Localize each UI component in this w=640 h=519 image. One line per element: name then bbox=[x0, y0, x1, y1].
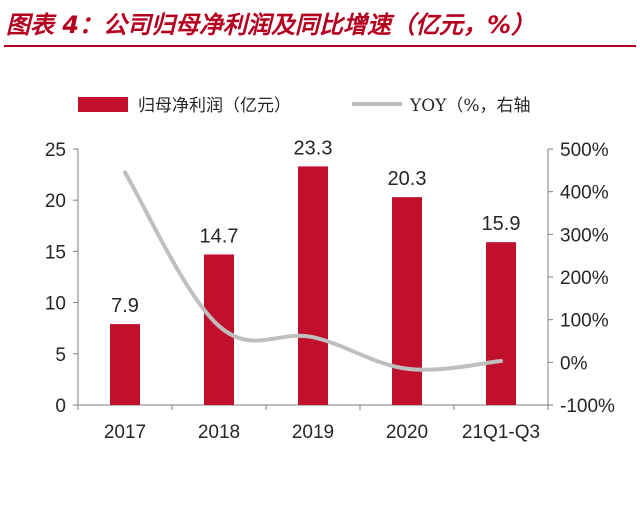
right-axis-tick-label: -100% bbox=[560, 396, 615, 417]
right-axis-tick-label: 300% bbox=[560, 225, 609, 246]
x-axis-tick-label: 2017 bbox=[104, 422, 146, 443]
right-axis-tick-label: 0% bbox=[560, 353, 588, 374]
left-axis-tick-label: 15 bbox=[45, 242, 66, 263]
bar-data-label: 23.3 bbox=[294, 137, 333, 159]
yoy-point bbox=[218, 325, 220, 327]
left-axis-tick-label: 0 bbox=[55, 396, 66, 417]
x-axis-tick-label: 21Q1-Q3 bbox=[462, 422, 540, 443]
legend-swatch-bar bbox=[78, 97, 128, 112]
bar-2018 bbox=[204, 254, 234, 405]
yoy-point bbox=[124, 171, 126, 173]
yoy-point bbox=[312, 336, 314, 338]
right-axis-tick-label: 200% bbox=[560, 268, 609, 289]
left-axis-tick-label: 25 bbox=[45, 140, 66, 161]
x-axis-tick-label: 2019 bbox=[292, 422, 334, 443]
yoy-line bbox=[123, 170, 503, 372]
left-axis-tick-label: 10 bbox=[45, 294, 66, 315]
chart-title: 图表 4：公司归母净利润及同比增速（亿元，%） bbox=[6, 11, 536, 39]
legend-label-bar: 归母净利润（亿元） bbox=[138, 96, 291, 116]
right-axis-tick-label: 400% bbox=[560, 183, 609, 204]
x-axis-tick-label: 2018 bbox=[198, 422, 240, 443]
right-axis-tick-label: 100% bbox=[560, 311, 609, 332]
bar-data-label: 14.7 bbox=[200, 225, 239, 247]
bar-data-label: 7.9 bbox=[111, 295, 139, 317]
bar-2020 bbox=[392, 197, 422, 405]
bar-data-label: 20.3 bbox=[388, 168, 427, 190]
left-axis-tick-label: 5 bbox=[55, 345, 66, 366]
left-axis-tick-label: 20 bbox=[45, 191, 66, 212]
bar-data-label: 15.9 bbox=[482, 213, 521, 235]
right-axis-tick-label: 500% bbox=[560, 140, 609, 161]
bar-21q1-q3 bbox=[486, 242, 516, 405]
bar-2019 bbox=[298, 166, 328, 405]
title-underline bbox=[4, 45, 636, 47]
bar-2017 bbox=[110, 324, 140, 405]
yoy-point bbox=[500, 360, 502, 362]
x-axis-tick-label: 2020 bbox=[386, 422, 428, 443]
yoy-point bbox=[406, 368, 408, 370]
legend-label-line: YOY（%，右轴 bbox=[409, 96, 531, 116]
